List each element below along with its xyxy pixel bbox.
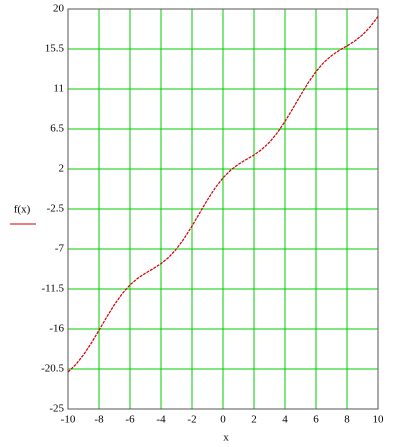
x-tick-label: 4 (282, 414, 288, 426)
x-tick-label: -10 (61, 414, 76, 426)
y-tick-label: 15.5 (45, 43, 65, 55)
x-tick-label: 10 (373, 414, 385, 426)
x-tick-label: 6 (313, 414, 319, 426)
y-tick-label: -11.5 (41, 283, 64, 295)
x-tick-label: 0 (220, 414, 226, 426)
plot-frame (67, 8, 379, 410)
x-tick-label: -6 (125, 414, 135, 426)
x-axis-label: x (223, 432, 229, 444)
y-tick-label: 6.5 (50, 123, 64, 135)
y-axis-label: f(x) (14, 204, 31, 216)
y-tick-label: -7 (55, 243, 65, 255)
y-tick-label: 2 (59, 163, 65, 175)
x-tick-label: -2 (187, 414, 196, 426)
y-tick-label: -20.5 (41, 363, 64, 375)
y-tick-label: -25 (49, 403, 64, 415)
x-tick-label: -4 (156, 414, 166, 426)
data-line (67, 16, 379, 373)
x-tick-label: 8 (344, 414, 350, 426)
x-tick-label: 2 (251, 414, 257, 426)
y-tick-label: -16 (49, 323, 64, 335)
y-tick-label: -2.5 (47, 203, 65, 215)
x-tick-label: -8 (94, 414, 104, 426)
y-tick-label: 11 (53, 83, 64, 95)
y-tick-label: 20 (53, 3, 65, 15)
